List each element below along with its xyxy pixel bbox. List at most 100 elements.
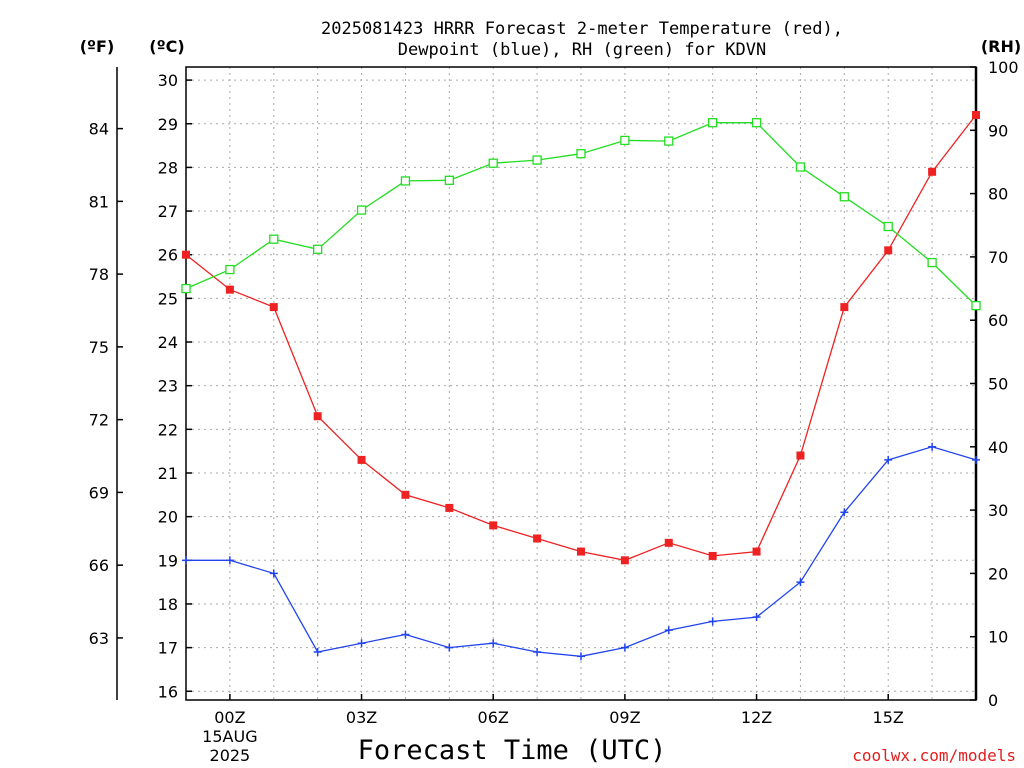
fahrenheit-tick-label: 84 xyxy=(89,120,109,139)
data-point xyxy=(972,111,980,120)
fahrenheit-unit-label: (ºF) xyxy=(80,37,115,56)
rh-tick-label: 40 xyxy=(988,438,1008,457)
data-point xyxy=(445,643,454,652)
data-point xyxy=(708,617,717,626)
series-layer xyxy=(181,111,981,661)
fahrenheit-tick-label: 78 xyxy=(89,265,109,284)
data-point xyxy=(225,285,234,294)
rh-tick-label: 60 xyxy=(988,311,1008,330)
data-point xyxy=(401,630,410,639)
data-point xyxy=(927,257,937,268)
celsius-tick-label: 30 xyxy=(158,71,178,90)
rh-tick-label: 70 xyxy=(988,248,1008,267)
data-point xyxy=(225,556,234,565)
x-tick-label: 12Z xyxy=(741,708,772,727)
fahrenheit-tick-label: 72 xyxy=(89,411,109,430)
celsius-tick-label: 25 xyxy=(158,289,178,308)
data-point xyxy=(795,162,806,172)
data-point xyxy=(533,534,542,543)
data-point xyxy=(751,118,762,128)
data-point xyxy=(356,205,367,215)
data-point xyxy=(664,538,673,547)
data-point xyxy=(269,303,278,312)
data-point xyxy=(840,303,849,312)
data-point xyxy=(489,521,498,530)
x-axis-label: Forecast Time (UTC) xyxy=(358,735,667,766)
rh-tick-label: 20 xyxy=(988,564,1008,583)
celsius-tick-label: 23 xyxy=(158,377,178,396)
series-temperature xyxy=(182,111,980,565)
data-point xyxy=(620,135,630,146)
series-rh xyxy=(181,118,981,311)
data-point xyxy=(182,250,190,259)
data-point xyxy=(752,613,761,622)
chart-title-line-2: Dewpoint (blue), RH (green) for KDVN xyxy=(398,40,766,60)
data-point xyxy=(928,167,937,176)
rh-tick-label: 10 xyxy=(988,628,1008,647)
data-point xyxy=(181,283,191,294)
rh-tick-label: 90 xyxy=(988,121,1008,140)
series-dewpoint xyxy=(182,442,980,661)
tick-labels: 63 66 69 72 75 78 81 84 16 17 18 19 20 21 22 23 24 25 26 27… xyxy=(89,58,1019,765)
fahrenheit-tick-label: 63 xyxy=(89,629,109,648)
data-point xyxy=(269,234,279,244)
data-point xyxy=(708,551,717,560)
celsius-tick-label: 26 xyxy=(158,246,178,265)
rh-unit-label: (RH) xyxy=(981,37,1021,56)
data-point xyxy=(620,643,629,652)
data-point xyxy=(928,442,937,451)
data-point xyxy=(444,175,454,185)
data-point xyxy=(445,503,454,512)
data-point xyxy=(576,149,586,159)
x-tick-label: 06Z xyxy=(478,708,509,727)
credit-label: coolwx.com/models xyxy=(852,746,1016,765)
data-point xyxy=(401,490,410,499)
fahrenheit-tick-label: 69 xyxy=(89,483,109,502)
x-tick-label: 00Z xyxy=(214,708,245,727)
x-tick-sublabel: 15AUG xyxy=(202,727,257,746)
data-point xyxy=(313,244,323,254)
data-point xyxy=(577,652,585,661)
data-point xyxy=(532,155,542,165)
rh-tick-label: 50 xyxy=(988,375,1008,394)
data-point xyxy=(488,158,498,168)
data-point xyxy=(577,547,585,556)
rh-tick-label: 0 xyxy=(988,691,998,710)
rh-tick-label: 30 xyxy=(988,501,1008,520)
fahrenheit-tick-label: 81 xyxy=(89,192,109,211)
data-point xyxy=(708,118,718,128)
celsius-tick-label: 27 xyxy=(158,202,178,221)
data-point xyxy=(884,246,893,255)
chart-title-line-1: 2025081423 HRRR Forecast 2-meter Tempera… xyxy=(321,19,843,39)
data-point xyxy=(357,455,366,464)
celsius-tick-label: 28 xyxy=(158,158,178,177)
celsius-tick-label: 29 xyxy=(158,115,178,134)
celsius-tick-label: 24 xyxy=(158,333,178,352)
celsius-tick-label: 17 xyxy=(158,639,178,658)
celsius-tick-label: 16 xyxy=(158,682,178,701)
data-point xyxy=(971,300,981,311)
data-point xyxy=(182,556,190,565)
data-point xyxy=(972,455,980,464)
fahrenheit-tick-label: 75 xyxy=(89,338,109,357)
data-point xyxy=(313,412,322,421)
data-point xyxy=(796,578,805,587)
x-tick-sublabel: 2025 xyxy=(210,746,251,765)
data-point xyxy=(313,647,322,656)
celsius-unit-label: (ºC) xyxy=(149,37,184,56)
fahrenheit-tick-label: 66 xyxy=(89,556,109,575)
data-point xyxy=(883,221,893,232)
data-point xyxy=(620,556,629,565)
data-point xyxy=(269,569,278,578)
axes xyxy=(116,66,978,701)
data-point xyxy=(225,264,235,275)
data-point xyxy=(400,176,411,186)
data-point xyxy=(664,626,673,635)
celsius-tick-label: 20 xyxy=(158,508,178,527)
rh-tick-label: 80 xyxy=(988,185,1008,204)
celsius-tick-label: 22 xyxy=(158,420,178,439)
data-point xyxy=(489,639,498,648)
x-tick-label: 15Z xyxy=(873,708,904,727)
celsius-tick-label: 21 xyxy=(158,464,178,483)
